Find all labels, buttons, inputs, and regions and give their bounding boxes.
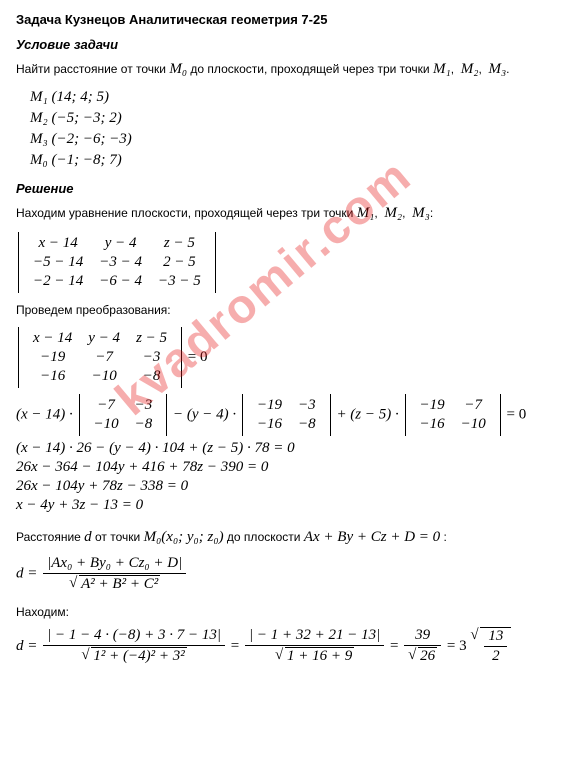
m1-c: −3 − 4	[91, 253, 150, 272]
m0-label: M₀	[169, 61, 187, 77]
d3c: −19	[412, 396, 453, 415]
m2-c: −3	[128, 348, 175, 367]
calc-d1: 1² + (−4)² + 3²	[91, 647, 186, 665]
expansion-line: (x − 14) · −7−3 −10−8 − (y − 4) · −19−3 …	[16, 392, 546, 438]
determinant-2: x − 14y − 4z − 5 −19−7−3 −16−10−8 = 0	[16, 325, 546, 390]
det-3: −19−7 −16−10	[405, 394, 501, 436]
transform-text: Проведем преобразования:	[16, 301, 546, 319]
m2-c: z − 5	[128, 329, 175, 348]
cond-text-2: до плоскости, проходящей через три точки	[190, 62, 429, 76]
m2-c: −10	[80, 367, 128, 386]
sol-text-1: Находим уравнение плоскости, проходящей …	[16, 206, 353, 220]
m2-c: y − 4	[80, 329, 128, 348]
m1-c: 2 − 5	[150, 253, 209, 272]
calc-d3: 26	[418, 647, 437, 665]
m0xyz: M₀(x₀; y₀; z₀)	[144, 529, 224, 545]
point-m1: M₁ (14; 4; 5)	[30, 87, 546, 108]
m2-c: −8	[128, 367, 175, 386]
m2-c: −16	[25, 367, 80, 386]
eq-zero-1: = 0	[188, 349, 208, 365]
d-var: d	[84, 529, 92, 545]
d2c: −3	[290, 396, 324, 415]
points-block: M₁ (14; 4; 5) M₂ (−5; −3; 2) M₃ (−2; −6;…	[30, 87, 546, 171]
m1-c: z − 5	[150, 234, 209, 253]
m3-label: M₃	[488, 61, 506, 77]
heading-solution: Решение	[16, 181, 546, 196]
eq-2: 26x − 364 − 104y + 416 + 78z − 390 = 0	[16, 459, 546, 476]
determinant-1: x − 14y − 4z − 5 −5 − 14−3 − 42 − 5 −2 −…	[16, 230, 546, 295]
solution-text-1: Находим уравнение плоскости, проходящей …	[16, 202, 546, 225]
page-title: Задача Кузнецов Аналитическая геометрия …	[16, 12, 546, 27]
condition-text: Найти расстояние от точки M₀ до плоскост…	[16, 58, 546, 81]
d-eq: d =	[16, 565, 37, 581]
eq-3: 26x − 104y + 78z − 338 = 0	[16, 478, 546, 495]
eq-zero-2: = 0	[507, 406, 527, 422]
m1-c: −2 − 14	[25, 272, 91, 291]
d1c: −10	[86, 415, 127, 434]
m2-c: x − 14	[25, 329, 80, 348]
m1-label: M₁	[433, 61, 451, 77]
formula-num: |Ax₀ + By₀ + Cz₀ + D|	[43, 555, 186, 574]
formula-den: A² + B² + C²	[79, 575, 160, 593]
m2-label: M₂	[461, 61, 479, 77]
m1-c: x − 14	[25, 234, 91, 253]
matrix-1: x − 14y − 4z − 5 −5 − 14−3 − 42 − 5 −2 −…	[18, 232, 216, 293]
dist-t3: до плоскости	[227, 530, 301, 544]
calc-d4: 2	[484, 647, 507, 665]
calc-n4: 13	[484, 628, 507, 647]
cond-text-1: Найти расстояние от точки	[16, 62, 166, 76]
zfac: + (z − 5) ·	[336, 406, 398, 422]
matrix-2: x − 14y − 4z − 5 −19−7−3 −16−10−8	[18, 327, 182, 388]
point-m2: M₂ (−5; −3; 2)	[30, 108, 546, 129]
find-text: Находим:	[16, 603, 546, 621]
d3c: −7	[453, 396, 494, 415]
m1-label-2: M₁	[357, 205, 375, 221]
m3-label-2: M₃	[412, 205, 430, 221]
dist-t1: Расстояние	[16, 530, 81, 544]
det-1: −7−3 −10−8	[79, 394, 168, 436]
m1-c: −3 − 5	[150, 272, 209, 291]
eq-3-lbl: = 3	[447, 637, 467, 653]
calc-line: d = | − 1 − 4 · (−8) + 3 · 7 − 13| 1² + …	[16, 627, 546, 666]
m1-c: −6 − 4	[91, 272, 150, 291]
dist-t2: от точки	[95, 530, 140, 544]
d1c: −8	[127, 415, 161, 434]
calc-d2: 1 + 16 + 9	[285, 647, 354, 665]
yfac: − (y − 4) ·	[173, 406, 236, 422]
m2-c: −7	[80, 348, 128, 367]
eq-1: (x − 14) · 26 − (y − 4) · 104 + (z − 5) …	[16, 440, 546, 457]
m1-c: y − 4	[91, 234, 150, 253]
d2c: −19	[249, 396, 290, 415]
point-m0: M₀ (−1; −8; 7)	[30, 150, 546, 171]
eq-4: x − 4y + 3z − 13 = 0	[16, 497, 546, 514]
d1c: −7	[86, 396, 127, 415]
d3c: −16	[412, 415, 453, 434]
m2-c: −19	[25, 348, 80, 367]
calc-n1: | − 1 − 4 · (−8) + 3 · 7 − 13|	[43, 627, 225, 646]
m1-c: −5 − 14	[25, 253, 91, 272]
d2c: −8	[290, 415, 324, 434]
d3c: −10	[453, 415, 494, 434]
calc-n3: 39	[404, 627, 441, 646]
det-2: −19−3 −16−8	[242, 394, 331, 436]
heading-condition: Условие задачи	[16, 37, 546, 52]
d2c: −16	[249, 415, 290, 434]
plane-eq: Ax + By + Cz + D = 0	[304, 529, 440, 545]
distance-formula: d = |Ax₀ + By₀ + Cz₀ + D| A² + B² + C²	[16, 555, 546, 593]
xfac: (x − 14) ·	[16, 406, 73, 422]
point-m3: M₃ (−2; −6; −3)	[30, 129, 546, 150]
distance-text: Расстояние d от точки M₀(x₀; y₀; z₀) до …	[16, 526, 546, 549]
m2-label-2: M₂	[384, 205, 402, 221]
d1c: −3	[127, 396, 161, 415]
calc-n2: | − 1 + 32 + 21 − 13|	[245, 627, 384, 646]
d-eq-2: d =	[16, 637, 37, 653]
